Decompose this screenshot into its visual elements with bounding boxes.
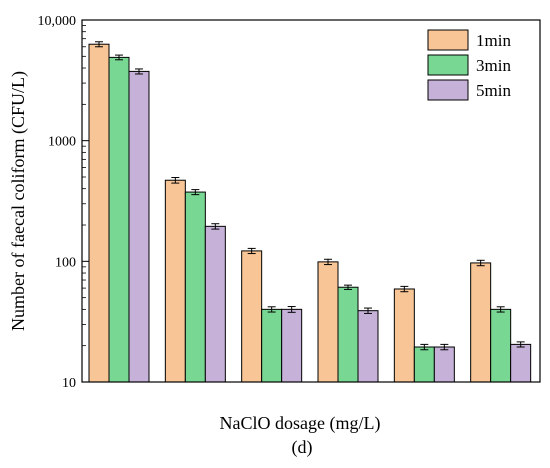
plot-frame — [81, 19, 541, 383]
bar — [184, 191, 206, 383]
legend-swatch — [427, 54, 469, 76]
legend-label: 1min — [476, 31, 511, 50]
y-tick-label: 100 — [55, 255, 76, 270]
error-bars — [95, 41, 525, 351]
y-axis-label: Number of faecal coliform (CFU/L) — [8, 71, 29, 331]
bar — [510, 343, 532, 383]
bar — [164, 179, 186, 383]
bar — [317, 261, 339, 383]
y-tick-label: 1000 — [48, 135, 76, 150]
legend-label: 5min — [476, 81, 511, 100]
bar — [261, 308, 283, 383]
bar — [88, 43, 110, 383]
x-axis-label: NaClO dosage (mg/L) — [220, 413, 381, 434]
bar — [490, 308, 512, 383]
bar — [393, 288, 415, 383]
bar — [108, 56, 130, 383]
bar — [241, 250, 263, 383]
bar — [128, 70, 150, 383]
legend-swatch — [427, 29, 469, 51]
bar — [470, 262, 492, 383]
bars — [88, 43, 532, 383]
legend-label: 3min — [476, 56, 511, 75]
bar — [413, 346, 435, 383]
bar — [433, 346, 455, 383]
bar — [204, 225, 226, 383]
legend: 1min 3min 5min — [427, 29, 511, 101]
bar — [337, 286, 359, 383]
bar — [281, 308, 303, 383]
legend-swatch — [427, 79, 469, 101]
y-axis: 10 100 1000 10,000 — [38, 14, 89, 391]
y-tick-label: 10 — [62, 376, 76, 391]
bar — [357, 310, 379, 383]
figure-caption: (d) — [292, 437, 313, 458]
y-tick-label: 10,000 — [38, 14, 77, 29]
